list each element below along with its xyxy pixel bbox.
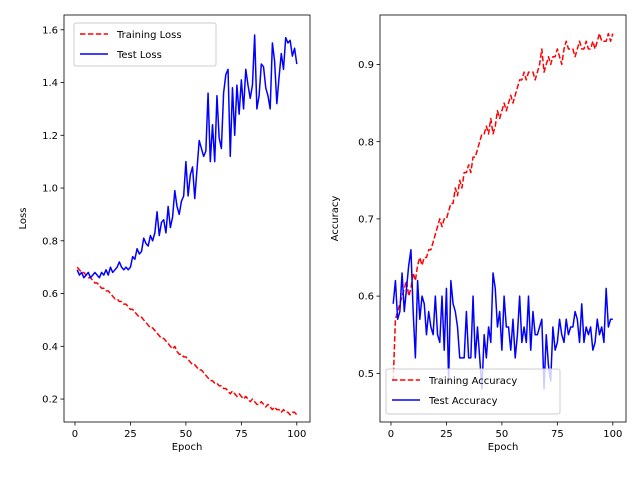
loss-y-tick-label: 1.0 xyxy=(42,184,58,195)
accuracy-series-test-line xyxy=(392,249,613,390)
loss-y-axis-label: Loss xyxy=(18,208,29,230)
accuracy-legend: Training Accuracy Test Accuracy xyxy=(385,368,561,415)
loss-legend-label-test: Test Loss xyxy=(116,50,162,61)
loss-series-layer xyxy=(76,34,298,416)
accuracy-y-tick-label: 0.5 xyxy=(358,369,374,380)
accuracy-x-tick-label: 75 xyxy=(551,429,564,440)
accuracy-y-tick-label: 0.9 xyxy=(358,60,374,71)
accuracy-legend-box xyxy=(385,368,561,415)
loss-series-test-line xyxy=(76,34,298,279)
accuracy-y-ticks: 0.5 0.6 0.7 0.8 0.9 xyxy=(358,60,380,380)
loss-y-tick-label: 1.4 xyxy=(42,78,58,89)
accuracy-series-layer xyxy=(392,32,614,390)
loss-x-ticks: 0 25 50 75 100 xyxy=(72,422,306,440)
loss-x-tick-label: 50 xyxy=(180,429,193,440)
loss-y-tick-label: 0.2 xyxy=(42,395,58,406)
accuracy-legend-label-training: Training Accuracy xyxy=(428,376,517,387)
loss-plot-frame xyxy=(63,14,311,423)
loss-x-tick-label: 25 xyxy=(124,429,137,440)
accuracy-x-tick-label: 0 xyxy=(388,429,394,440)
loss-x-tick-label: 100 xyxy=(287,429,306,440)
loss-y-tick-label: 0.8 xyxy=(42,236,58,247)
loss-chart: 0 25 50 75 100 0.2 0.4 0.6 0.8 1.0 1.2 1.4 1.6 Epoc… xyxy=(18,14,311,453)
accuracy-legend-label-test: Test Accuracy xyxy=(428,396,498,407)
loss-legend-box xyxy=(73,22,217,67)
loss-y-ticks: 0.2 0.4 0.6 0.8 1.0 1.2 1.4 1.6 xyxy=(42,25,64,406)
accuracy-x-ticks: 0 25 50 75 100 xyxy=(388,422,622,440)
accuracy-x-tick-label: 50 xyxy=(496,429,509,440)
accuracy-x-axis-label: Epoch xyxy=(488,442,519,453)
accuracy-x-tick-label: 25 xyxy=(440,429,453,440)
accuracy-series-training-line xyxy=(392,32,614,382)
loss-x-tick-label: 0 xyxy=(72,429,78,440)
accuracy-x-tick-label: 100 xyxy=(603,429,622,440)
accuracy-y-tick-label: 0.8 xyxy=(358,137,374,148)
loss-legend: Training Loss Test Loss xyxy=(73,22,217,67)
accuracy-y-axis-label: Accuracy xyxy=(330,196,341,242)
loss-series-training-line xyxy=(76,266,298,416)
loss-y-tick-label: 1.6 xyxy=(42,25,58,36)
accuracy-chart: 0 25 50 75 100 0.5 0.6 0.7 0.8 0.9 Epoch Accurac… xyxy=(330,14,627,453)
loss-x-tick-label: 75 xyxy=(235,429,248,440)
loss-legend-label-training: Training Loss xyxy=(116,30,182,41)
loss-y-tick-label: 1.2 xyxy=(42,131,58,142)
accuracy-y-tick-label: 0.6 xyxy=(358,292,374,303)
loss-y-tick-label: 0.6 xyxy=(42,289,58,300)
loss-x-axis-label: Epoch xyxy=(172,442,203,453)
loss-y-tick-label: 0.4 xyxy=(42,342,58,353)
accuracy-y-tick-label: 0.7 xyxy=(358,214,374,225)
